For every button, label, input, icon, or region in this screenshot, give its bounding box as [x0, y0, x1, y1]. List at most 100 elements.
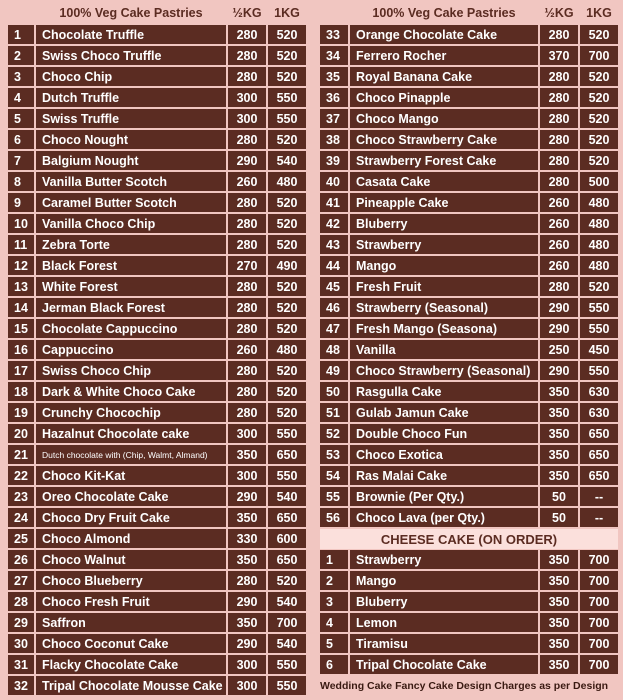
item-name: Choco Strawberry Cake: [350, 130, 538, 149]
item-name: Choco Mango: [350, 109, 538, 128]
half-kg-price: 350: [228, 550, 266, 569]
item-name: Casata Cake: [350, 172, 538, 191]
item-number: 26: [8, 550, 34, 569]
item-number: 48: [320, 340, 348, 359]
item-name: Mango: [350, 256, 538, 275]
item-number: 45: [320, 277, 348, 296]
item-name: Chocolate Cappuccino: [36, 319, 226, 338]
one-kg-price: 550: [268, 655, 306, 674]
half-kg-price: 290: [228, 592, 266, 611]
half-kg-price: 280: [228, 298, 266, 317]
item-name: Swiss Choco Chip: [36, 361, 226, 380]
half-kg-price: 50: [540, 487, 578, 506]
one-kg-price: 650: [268, 508, 306, 527]
header-blank: [8, 3, 34, 23]
item-name: Brownie (Per Qty.): [350, 487, 538, 506]
one-kg-price: 540: [268, 487, 306, 506]
item-number: 13: [8, 277, 34, 296]
half-kg-price: 350: [540, 592, 578, 611]
one-kg-price: 650: [580, 445, 618, 464]
one-kg-price: 540: [268, 151, 306, 170]
half-kg-price: 350: [540, 466, 578, 485]
half-kg-price: 280: [540, 151, 578, 170]
half-kg-price: 280: [540, 130, 578, 149]
item-name: Hazalnut Chocolate cake: [36, 424, 226, 443]
item-number: 55: [320, 487, 348, 506]
item-name: Choco Lava (per Qty.): [350, 508, 538, 527]
item-name: Balgium Nought: [36, 151, 226, 170]
item-number: 47: [320, 319, 348, 338]
item-name: Caramel Butter Scotch: [36, 193, 226, 212]
one-kg-price: 480: [268, 340, 306, 359]
item-name: White Forest: [36, 277, 226, 296]
item-name: Ras Malai Cake: [350, 466, 538, 485]
item-name: Strawberry Forest Cake: [350, 151, 538, 170]
half-kg-price: 350: [540, 445, 578, 464]
item-number: 9: [8, 193, 34, 212]
item-number: 5: [8, 109, 34, 128]
half-kg-price: 290: [228, 634, 266, 653]
half-kg-price: 280: [540, 172, 578, 191]
item-number: 27: [8, 571, 34, 590]
item-number: 4: [320, 613, 348, 632]
half-kg-price: 280: [228, 130, 266, 149]
item-name: Pineapple Cake: [350, 193, 538, 212]
item-number: 42: [320, 214, 348, 233]
one-kg-price: 520: [268, 25, 306, 44]
item-name: Choco Blueberry: [36, 571, 226, 590]
item-number: 35: [320, 67, 348, 86]
item-number: 2: [8, 46, 34, 65]
one-kg-price: 490: [268, 256, 306, 275]
half-kg-price: 260: [540, 235, 578, 254]
half-kg-price: 350: [540, 571, 578, 590]
half-kg-price: 270: [228, 256, 266, 275]
item-number: 2: [320, 571, 348, 590]
half-kg-price: 280: [228, 403, 266, 422]
item-number: 39: [320, 151, 348, 170]
item-name: Choco Coconut Cake: [36, 634, 226, 653]
item-name: Swiss Choco Truffle: [36, 46, 226, 65]
item-name: Dutch Truffle: [36, 88, 226, 107]
one-kg-price: 550: [268, 88, 306, 107]
one-kg-price: 550: [268, 424, 306, 443]
item-number: 33: [320, 25, 348, 44]
half-kg-price: 280: [228, 382, 266, 401]
item-number: 17: [8, 361, 34, 380]
item-number: 15: [8, 319, 34, 338]
one-kg-price: 500: [580, 172, 618, 191]
one-kg-price: 480: [580, 193, 618, 212]
half-kg-price: 350: [540, 550, 578, 569]
item-number: 16: [8, 340, 34, 359]
one-kg-price: 520: [268, 319, 306, 338]
item-name: Black Forest: [36, 256, 226, 275]
item-number: 11: [8, 235, 34, 254]
footer-note: Wedding Cake Fancy Cake Design Charges a…: [320, 679, 609, 692]
one-kg-price: 630: [580, 403, 618, 422]
item-name: Cappuccino: [36, 340, 226, 359]
item-number: 52: [320, 424, 348, 443]
item-name: Rasgulla Cake: [350, 382, 538, 401]
item-name: Choco Walnut: [36, 550, 226, 569]
one-kg-price: 520: [268, 571, 306, 590]
half-kg-price: 290: [540, 298, 578, 317]
half-kg-price: 350: [228, 445, 266, 464]
item-name: Ferrero Rocher: [350, 46, 538, 65]
item-number: 3: [320, 592, 348, 611]
half-kg-price: 260: [540, 214, 578, 233]
half-kg-price: 280: [228, 319, 266, 338]
half-kg-price: 350: [540, 424, 578, 443]
one-kg-price: 520: [580, 151, 618, 170]
column-header: 1KG: [268, 3, 306, 23]
item-number: 6: [320, 655, 348, 674]
item-name: Double Choco Fun: [350, 424, 538, 443]
item-name: Choco Pinapple: [350, 88, 538, 107]
item-number: 19: [8, 403, 34, 422]
one-kg-price: 520: [268, 130, 306, 149]
one-kg-price: 520: [268, 403, 306, 422]
item-number: 12: [8, 256, 34, 275]
one-kg-price: 520: [580, 67, 618, 86]
half-kg-price: 280: [540, 109, 578, 128]
half-kg-price: 250: [540, 340, 578, 359]
half-kg-price: 300: [228, 88, 266, 107]
